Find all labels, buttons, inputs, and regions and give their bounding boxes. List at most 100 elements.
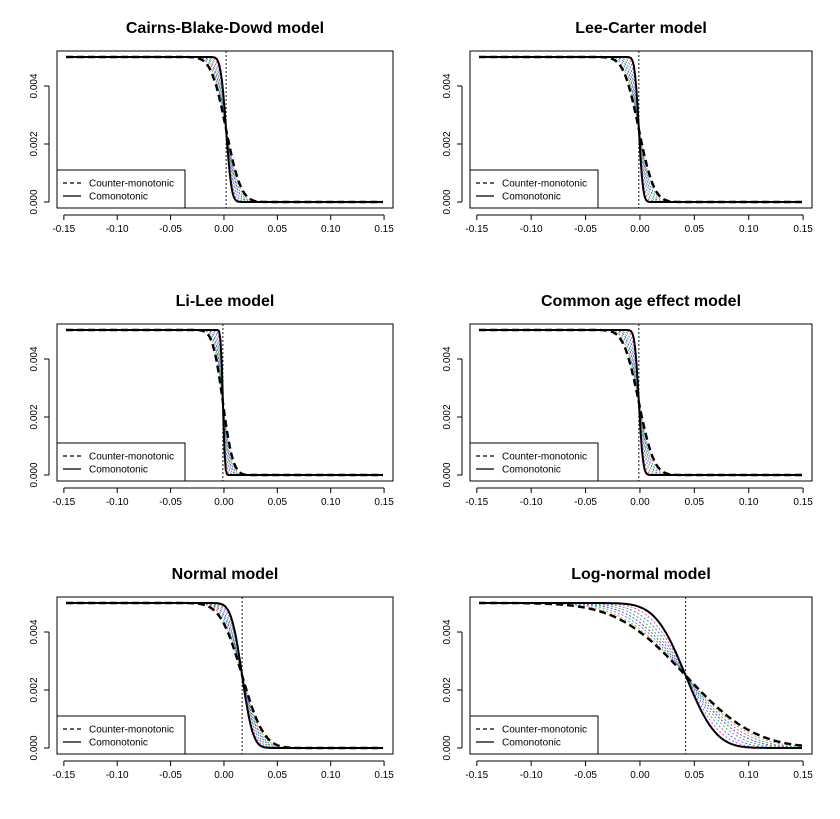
x-tick-label: -0.15 (465, 497, 488, 508)
y-tick-label: 0.000 (442, 462, 453, 487)
x-tick-label: 0.00 (214, 224, 234, 235)
panel-title: Li-Lee model (176, 293, 275, 310)
x-tick-label: -0.10 (106, 224, 129, 235)
y-tick-label: 0.000 (442, 735, 453, 760)
x-tick-label: 0.10 (739, 770, 759, 781)
comonotonic-line (479, 56, 802, 203)
x-tick-label: 0.05 (268, 224, 288, 235)
plot-frame (56, 50, 394, 209)
legend-label-counter-monotonic: Counter-monotonic (89, 725, 174, 736)
legend: Counter-monotonic Comonotonic (469, 442, 599, 482)
x-tick-label: -0.05 (159, 224, 182, 235)
comonotonic-line (66, 329, 383, 476)
legend: Counter-monotonic Comonotonic (56, 715, 186, 755)
legend-label-counter-monotonic: Counter-monotonic (502, 725, 587, 736)
panel-3: Li-Lee model -0.15 -0.10 -0.05 0.00 0.05 0.10 0… (29, 293, 394, 508)
x-tick-label: 0.10 (321, 497, 341, 508)
x-tick-label: -0.05 (574, 770, 597, 781)
counter-monotonic-line (479, 601, 803, 747)
legend-label-comonotonic: Comonotonic (89, 192, 148, 203)
x-tick-label: -0.15 (465, 770, 488, 781)
y-tick-label: 0.004 (442, 73, 453, 98)
x-tick-label: 0.05 (685, 770, 705, 781)
x-tick-label: 0.10 (321, 770, 341, 781)
comonotonic-line (66, 56, 383, 203)
panel-1: Cairns-Blake-Dowd model -0.15 -0.10 -0.05 0.… (29, 20, 394, 235)
panel-4: Common age effect model -0.15 -0.10 -0.05 0.… (442, 293, 813, 508)
plot-frame (469, 323, 813, 482)
x-tick-label: -0.05 (574, 224, 597, 235)
comonotonic-line (66, 602, 383, 749)
panel-title: Cairns-Blake-Dowd model (126, 20, 324, 37)
legend-label-comonotonic: Comonotonic (89, 465, 148, 476)
panel-title: Common age effect model (541, 293, 741, 310)
y-tick-label: 0.000 (29, 189, 40, 214)
x-tick-label: -0.05 (159, 770, 182, 781)
x-tick-label: 0.15 (793, 497, 813, 508)
legend-box (56, 442, 186, 482)
plot-frame (469, 596, 813, 755)
x-tick-label: 0.00 (214, 770, 234, 781)
y-tick-label: 0.004 (29, 73, 40, 98)
x-tick-label: 0.15 (793, 224, 813, 235)
x-tick-label: -0.10 (520, 497, 543, 508)
x-tick-label: 0.10 (321, 224, 341, 235)
comonotonic-line (479, 329, 802, 476)
plot-frame (56, 323, 394, 482)
x-tick-label: 0.10 (739, 224, 759, 235)
x-tick-label: 0.00 (630, 497, 650, 508)
legend-label-comonotonic: Comonotonic (502, 465, 561, 476)
x-tick-label: -0.10 (106, 497, 129, 508)
legend-label-counter-monotonic: Counter-monotonic (502, 179, 587, 190)
legend-box (469, 715, 599, 755)
x-tick-label: -0.05 (159, 497, 182, 508)
y-tick-label: 0.002 (29, 677, 40, 702)
legend: Counter-monotonic Comonotonic (56, 442, 186, 482)
y-tick-label: 0.004 (442, 346, 453, 371)
legend: Counter-monotonic Comonotonic (56, 169, 186, 209)
y-tick-label: 0.004 (442, 619, 453, 644)
legend-box (56, 715, 186, 755)
panel-5: Normal model -0.15 -0.10 -0.05 0.00 0.05 0.10 0… (29, 566, 394, 781)
plot-frame (469, 50, 813, 209)
x-tick-label: 0.15 (374, 497, 394, 508)
legend-box (469, 169, 599, 209)
panel-title: Log-normal model (571, 566, 711, 583)
x-tick-label: 0.05 (685, 224, 705, 235)
comonotonic-line (479, 602, 802, 749)
y-tick-label: 0.002 (442, 677, 453, 702)
x-tick-label: 0.15 (793, 770, 813, 781)
legend-label-comonotonic: Comonotonic (89, 738, 148, 749)
legend: Counter-monotonic Comonotonic (469, 169, 599, 209)
x-tick-label: 0.15 (374, 770, 394, 781)
legend-label-counter-monotonic: Counter-monotonic (89, 179, 174, 190)
panel-title: Normal model (172, 566, 279, 583)
x-tick-label: -0.05 (574, 497, 597, 508)
legend-label-comonotonic: Comonotonic (502, 738, 561, 749)
x-tick-label: 0.00 (214, 497, 234, 508)
plot-frame (56, 596, 394, 755)
panel-6: Log-normal model -0.15 -0.10 -0.05 0.00 0.05 0… (442, 566, 813, 781)
x-tick-label: -0.10 (520, 224, 543, 235)
x-tick-label: -0.10 (106, 770, 129, 781)
x-tick-label: -0.15 (52, 770, 75, 781)
x-tick-label: 0.00 (630, 770, 650, 781)
legend-box (469, 442, 599, 482)
x-tick-label: -0.15 (52, 224, 75, 235)
legend: Counter-monotonic Comonotonic (469, 715, 599, 755)
legend-label-counter-monotonic: Counter-monotonic (89, 452, 174, 463)
legend-label-counter-monotonic: Counter-monotonic (502, 452, 587, 463)
legend-label-comonotonic: Comonotonic (502, 192, 561, 203)
x-tick-label: -0.10 (520, 770, 543, 781)
x-tick-label: 0.15 (374, 224, 394, 235)
y-tick-label: 0.002 (29, 404, 40, 429)
x-tick-label: 0.00 (630, 224, 650, 235)
legend-box (56, 169, 186, 209)
x-tick-label: -0.15 (52, 497, 75, 508)
panel-2: Lee-Carter model -0.15 -0.10 -0.05 0.00 0.05 0… (442, 20, 813, 235)
y-tick-label: 0.000 (29, 735, 40, 760)
panel-title: Lee-Carter model (575, 20, 707, 37)
y-tick-label: 0.002 (442, 404, 453, 429)
x-tick-label: 0.05 (268, 497, 288, 508)
